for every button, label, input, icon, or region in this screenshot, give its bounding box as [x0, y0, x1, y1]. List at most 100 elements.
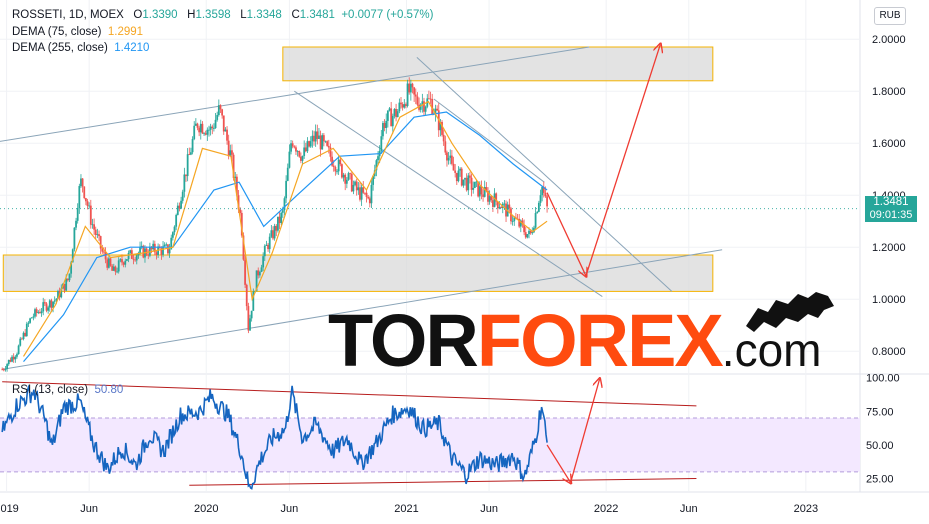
ohlc-o: 1.3390 — [142, 9, 178, 21]
candle-body — [408, 83, 411, 93]
candle-body — [500, 207, 503, 209]
candle-body — [171, 232, 174, 238]
candle-body — [349, 173, 352, 175]
candle-body — [528, 230, 530, 235]
candle-body — [194, 123, 197, 126]
ohlc-l: 1.3348 — [246, 9, 282, 21]
candle-body — [76, 208, 79, 221]
candle-body — [396, 111, 399, 118]
rsi-label: RSI (13, close) — [12, 384, 89, 396]
price-tick-label: 1.8000 — [872, 86, 906, 98]
candle-body — [84, 198, 87, 202]
candle-body — [405, 104, 407, 107]
candle-body — [48, 300, 51, 308]
candle-body — [539, 195, 542, 203]
dema255-line — [23, 111, 548, 362]
candle-body — [245, 284, 248, 307]
candle-body — [52, 301, 54, 308]
candle-body — [104, 252, 107, 260]
candle-body — [442, 134, 445, 142]
trendlines — [0, 46, 723, 486]
candle-body — [380, 136, 383, 151]
candle-body — [324, 141, 327, 143]
candle-body — [290, 143, 292, 152]
candle-body — [129, 250, 132, 253]
candle-body — [529, 230, 532, 234]
price-tick-label: 0.8000 — [872, 346, 906, 358]
candle-body — [393, 108, 396, 116]
candle-body — [459, 168, 461, 171]
candle-body — [167, 244, 169, 254]
candle-body — [190, 152, 192, 155]
candle-body — [57, 291, 59, 299]
currency-button[interactable]: RUB — [874, 7, 906, 25]
candle-body — [47, 307, 50, 311]
candle-body — [319, 135, 322, 150]
forecast-arrow — [546, 192, 586, 276]
candle-body — [391, 115, 394, 127]
candle-body — [265, 244, 268, 246]
trendline — [2, 249, 723, 370]
candle-body — [6, 364, 9, 370]
candle-body — [204, 133, 207, 135]
candle-body — [217, 105, 220, 116]
candle-body — [116, 271, 118, 273]
candle-body — [68, 273, 71, 281]
candle-body — [60, 288, 63, 298]
candle-body — [178, 205, 181, 209]
candle-body — [12, 356, 15, 360]
candle-body — [63, 283, 66, 291]
trendline — [0, 46, 590, 142]
candle-body — [193, 125, 196, 140]
price-tick-label: 2.0000 — [872, 34, 906, 46]
candle-body — [280, 212, 283, 223]
trendline — [433, 98, 545, 183]
candle-body — [316, 131, 319, 139]
candle-body — [152, 243, 155, 250]
rsi-tick-label: 100.00 — [866, 373, 900, 385]
candle-body — [65, 278, 68, 291]
indicator-lines — [1, 100, 548, 490]
candle-body — [196, 123, 199, 128]
bull-bear-logo-icon — [746, 292, 834, 332]
candle-body — [513, 217, 516, 222]
candle-body — [452, 163, 455, 171]
candle-body — [492, 200, 494, 207]
watermark-tor: TOR — [328, 299, 479, 382]
candle-body — [423, 101, 425, 112]
candle-body — [4, 369, 7, 370]
candle-body — [367, 196, 370, 199]
candle-body — [503, 203, 506, 205]
grid — [0, 0, 929, 493]
ohlc-h-label: H — [187, 9, 196, 21]
candle-body — [416, 96, 419, 105]
candle-body — [477, 181, 480, 197]
candle-body — [339, 159, 342, 165]
candle-body — [544, 192, 547, 197]
candle-body — [45, 303, 48, 311]
candle-body — [386, 110, 389, 121]
candle-body — [88, 205, 91, 207]
candle-body — [272, 230, 274, 239]
candle-body — [183, 174, 186, 192]
candle-body — [403, 104, 406, 108]
candle-body — [107, 258, 110, 268]
symbol-line: ROSSETI, 1D, MOEX — [12, 9, 124, 21]
candle-body — [400, 102, 402, 105]
candle-body — [209, 126, 212, 130]
candle-body — [134, 259, 137, 261]
candle-body — [29, 318, 31, 323]
candle-body — [148, 246, 151, 256]
candle-body — [523, 224, 525, 233]
candle-body — [434, 108, 437, 114]
candle-body — [436, 108, 439, 111]
candle-body — [510, 208, 512, 222]
candle-body — [50, 300, 53, 308]
candle-body — [518, 218, 521, 227]
candle-body — [101, 248, 104, 252]
watermark: TORFOREX.com — [328, 298, 821, 383]
ohlc-h: 1.3598 — [195, 9, 231, 21]
time-tick-label: Jun — [80, 503, 98, 515]
candle-body — [263, 245, 266, 257]
forecast-arrow — [585, 44, 660, 276]
